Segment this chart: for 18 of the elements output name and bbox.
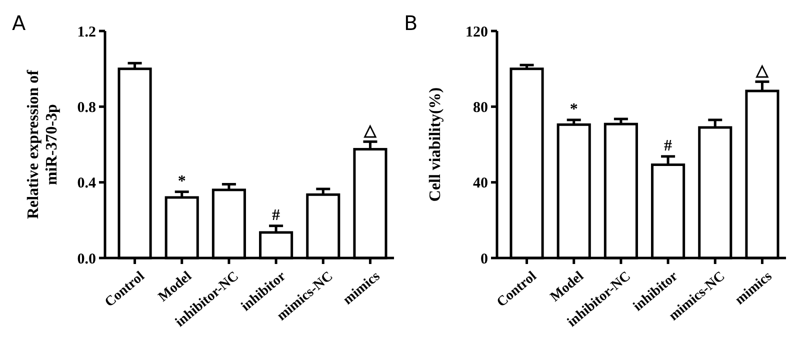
y-tick-label: 80: [473, 100, 488, 116]
y-tick-label: 0.8: [77, 100, 96, 116]
y-tick-label: 0: [480, 251, 488, 268]
annotation: △: [755, 62, 770, 80]
y-axis-title: Cell viability(%): [427, 87, 444, 202]
y-tick-label: 40: [473, 176, 488, 192]
chart-title: A: [12, 11, 26, 35]
annotation: *: [570, 100, 578, 118]
annotation: #: [664, 137, 672, 154]
y-tick-label: 0.4: [77, 176, 96, 192]
y-tick-label: 0.0: [77, 251, 96, 268]
annotation: △: [363, 122, 378, 140]
annotation: #: [272, 206, 280, 224]
chart-title: B: [404, 11, 418, 35]
y-tick-label: 120: [466, 24, 488, 40]
y-tick-label: 1.2: [77, 24, 96, 40]
y-axis-title: Relative expression of miR-370-3p: [25, 69, 60, 220]
annotation: *: [178, 172, 186, 190]
